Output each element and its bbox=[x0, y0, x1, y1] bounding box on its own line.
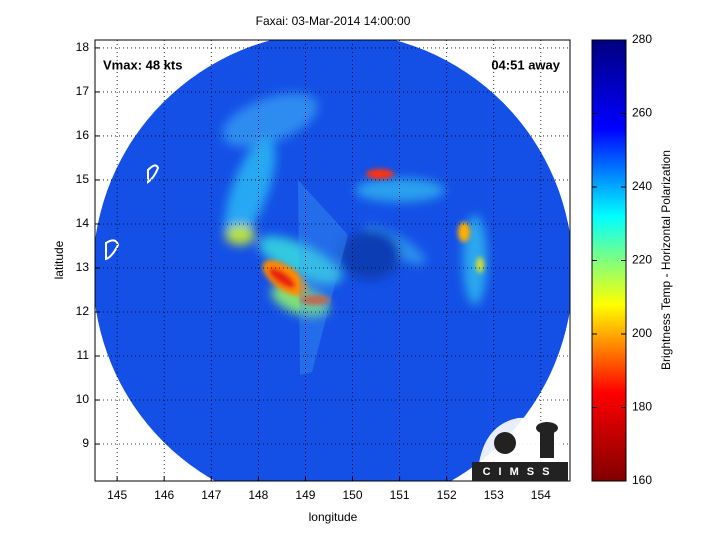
colorbar-tick-label: 180 bbox=[632, 400, 652, 414]
colorbar bbox=[591, 39, 627, 482]
y-tick-label: 10 bbox=[76, 392, 90, 406]
x-tick-label: 151 bbox=[390, 488, 410, 502]
x-tick-label: 150 bbox=[342, 488, 362, 502]
annotation: 04:51 away bbox=[491, 57, 560, 72]
x-tick-label: 147 bbox=[201, 488, 221, 502]
y-tick-label: 14 bbox=[76, 216, 90, 230]
y-tick-label: 11 bbox=[77, 348, 90, 362]
x-axis-label: longitude bbox=[309, 510, 358, 524]
colorbar-tick-label: 200 bbox=[632, 326, 652, 340]
x-tick-label: 154 bbox=[531, 488, 551, 502]
coastline bbox=[105, 164, 160, 261]
colorbar-tick-label: 160 bbox=[632, 473, 652, 487]
x-tick-label: 145 bbox=[107, 488, 127, 502]
y-tick-label: 18 bbox=[76, 40, 90, 54]
brightness-field bbox=[95, 40, 570, 481]
colorbar-tick-label: 240 bbox=[632, 179, 652, 193]
y-tick-label: 15 bbox=[76, 172, 90, 186]
chart-title: Faxai: 03-Mar-2014 14:00:00 bbox=[256, 14, 411, 28]
x-tick-label: 146 bbox=[154, 488, 174, 502]
colorbar-tick-label: 260 bbox=[632, 106, 652, 120]
annotation: Vmax: 48 kts bbox=[103, 57, 183, 72]
logo-text: CIMSS bbox=[483, 466, 558, 478]
x-tick-label: 148 bbox=[248, 488, 268, 502]
y-tick-label: 12 bbox=[76, 304, 90, 318]
plot-frame bbox=[94, 39, 571, 482]
x-tick-label: 153 bbox=[484, 488, 504, 502]
colorbar-tick-label: 280 bbox=[632, 32, 652, 46]
y-axis-label: latitude bbox=[52, 240, 66, 279]
y-tick-label: 17 bbox=[76, 84, 90, 98]
swath-seam bbox=[298, 180, 348, 375]
y-tick-label: 16 bbox=[76, 128, 90, 142]
x-tick-label: 152 bbox=[437, 488, 457, 502]
swath bbox=[95, 40, 570, 481]
y-tick-label: 13 bbox=[76, 260, 90, 274]
colorbar-label: Brightness Temp - Horizontal Polarizatio… bbox=[659, 150, 673, 370]
x-tick-label: 149 bbox=[295, 488, 315, 502]
colorbar-tick-label: 220 bbox=[632, 253, 652, 267]
y-tick-label: 9 bbox=[82, 436, 89, 450]
logo: CIMSS bbox=[472, 417, 568, 481]
convection-core bbox=[262, 169, 484, 305]
